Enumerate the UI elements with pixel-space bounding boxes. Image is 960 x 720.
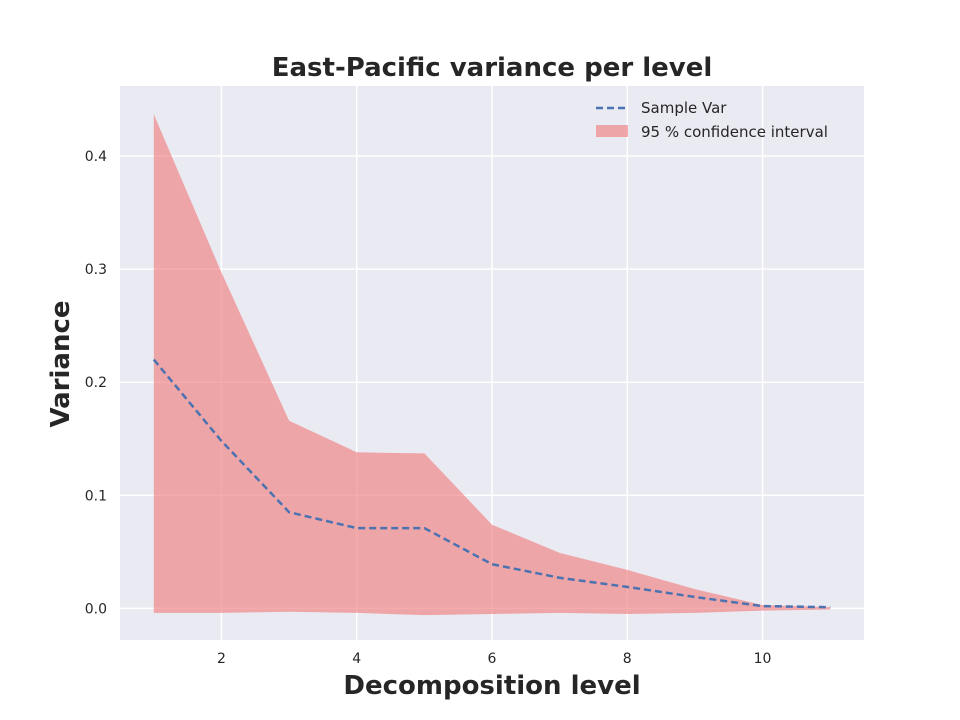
confidence-band-layer <box>153 114 831 616</box>
x-tick-label: 10 <box>754 651 772 667</box>
y-tick-label: 0.3 <box>85 262 107 278</box>
x-tick-label: 8 <box>623 651 632 667</box>
x-axis-label: Decomposition level <box>343 671 640 701</box>
legend-swatch-confidence-interval <box>596 125 628 137</box>
y-axis-ticks: 0.0 0.1 0.2 0.3 0.4 <box>85 149 107 617</box>
x-tick-label: 6 <box>488 651 497 667</box>
y-tick-label: 0.4 <box>85 149 107 165</box>
series-line-layer <box>152 358 831 609</box>
legend: Sample Var 95 % confidence interval <box>596 99 828 141</box>
x-tick-label: 4 <box>352 651 361 667</box>
confidence-interval-band <box>153 114 831 616</box>
x-axis-ticks: 2 4 6 8 10 <box>217 651 771 667</box>
legend-label-sample-var: Sample Var <box>641 99 727 117</box>
y-tick-label: 0.1 <box>85 488 107 504</box>
x-tick-label: 2 <box>217 651 226 667</box>
series-line-sample-var <box>152 358 831 609</box>
y-axis-label: Variance <box>46 300 76 427</box>
y-tick-label: 0.2 <box>85 375 107 391</box>
chart-title: East-Pacific variance per level <box>272 53 713 83</box>
legend-label-confidence-interval: 95 % confidence interval <box>641 123 828 141</box>
y-tick-label: 0.0 <box>85 601 107 617</box>
